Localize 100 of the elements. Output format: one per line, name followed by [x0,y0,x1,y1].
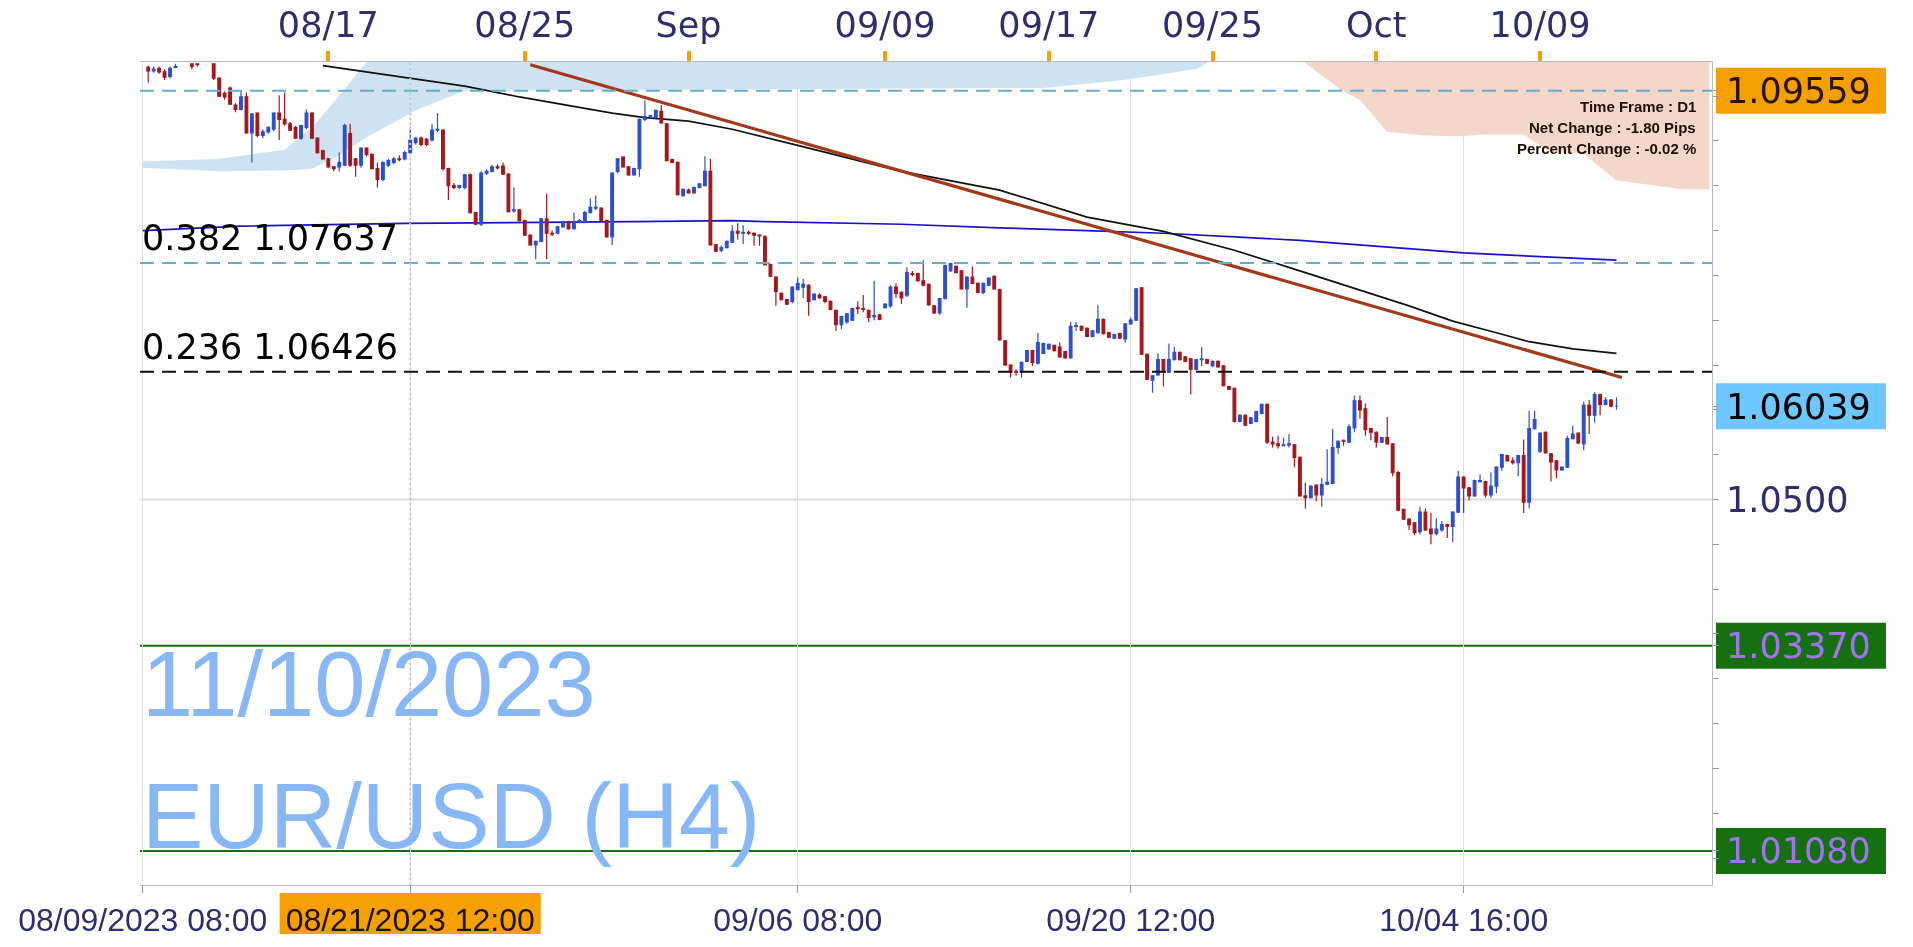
x-tick-label: 08/09/2023 08:00 [18,902,268,939]
candlestick [812,292,817,302]
x-tick-label: Sep [655,5,722,45]
candlestick [790,285,795,304]
candlestick [910,270,915,277]
candlestick [834,308,838,332]
candlestick [621,155,625,169]
candlestick [419,135,424,147]
candlestick [681,187,686,198]
candlestick [1265,402,1270,445]
y-tick-label: 1.01080 [1726,831,1871,872]
candlestick [473,211,478,226]
candlestick [168,65,172,79]
candlestick [1570,425,1575,441]
x-tick-label: 08/21/2023 12:00 [285,902,535,939]
candlestick [424,137,429,147]
candlestick [1090,329,1095,338]
x-tick-label: Oct [1346,5,1407,45]
candlestick [293,125,298,140]
candlestick [599,206,604,223]
candlestick [271,111,276,132]
candlestick [1576,431,1581,445]
x-tick-label: 08/25 [474,5,576,45]
candlestick [244,91,249,135]
candlestick [337,151,342,172]
candlestick [1516,454,1521,477]
candlestick [331,165,336,172]
candlestick [888,284,893,309]
candlestick [866,308,871,323]
candlestick [1592,391,1597,423]
candlestick [1194,358,1199,371]
candlestick [735,222,740,241]
annotation: Percent Change : -0.02 % [1517,140,1697,157]
candlestick [1418,506,1422,536]
candlestick [1532,410,1537,431]
candlestick [479,170,484,227]
candlestick [1385,416,1390,446]
candlestick [146,64,151,84]
candlestick [1439,520,1444,533]
y-tick-label: 1.09559 [1726,71,1871,112]
candlestick [1199,346,1204,367]
candlestick [615,157,620,174]
candlestick [593,194,598,211]
text: 11/10/2023 [142,633,596,735]
candlestick [1046,342,1051,351]
candlestick [1052,343,1057,353]
candlestick [1243,413,1248,427]
x-tick-label: 09/25 [1162,5,1263,45]
candlestick [1112,333,1117,339]
x-tick-label: 10/09 [1489,5,1591,45]
candlestick [391,156,396,165]
candlestick [1308,484,1313,500]
candlestick [249,112,254,164]
candlestick [462,173,467,190]
candlestick [784,298,789,306]
candlestick [1101,317,1106,336]
text: EUR/USD (H4) [142,765,761,867]
candlestick [1538,431,1542,454]
candlestick [948,262,953,273]
candlestick [457,184,462,190]
candlestick [877,313,882,321]
candlestick [1412,521,1417,536]
candlestick [1205,359,1210,365]
candlestick [1499,453,1504,472]
candlestick [659,104,664,125]
candlestick [970,265,975,285]
candlestick [342,123,347,167]
candlestick [239,90,243,112]
x-tick-label: 09/20 12:00 [1046,902,1216,939]
candlestick [713,243,718,253]
annotation: Time Frame : D1 [1580,98,1697,115]
candlestick [1423,507,1428,532]
candlestick [686,187,691,195]
candlestick [348,123,353,168]
candlestick [992,274,997,291]
candlestick [965,275,969,309]
candlestick [1161,358,1166,388]
x-tick-label: 09/17 [998,5,1100,45]
candlestick [1510,456,1515,466]
candlestick [1614,396,1619,411]
candlestick [1428,512,1433,545]
candlestick [839,315,844,330]
candlestick [986,276,991,287]
candlestick [626,165,631,177]
candlestick [1188,357,1193,396]
candlestick [1379,436,1384,444]
candlestick [1581,401,1586,451]
candlestick [233,102,238,113]
candlestick [1598,393,1603,416]
candlestick [904,266,909,298]
candlestick [719,245,724,253]
candlestick [981,281,986,295]
candlestick [1237,413,1242,423]
candlestick [1445,523,1450,539]
ref-line-label: 0.236 1.06426 [142,327,399,367]
ref-line-label: 0.382 1.07637 [142,218,399,258]
candlestick [708,158,713,247]
candlestick [1521,438,1526,514]
candlestick [1587,399,1592,435]
candlestick [277,94,282,141]
